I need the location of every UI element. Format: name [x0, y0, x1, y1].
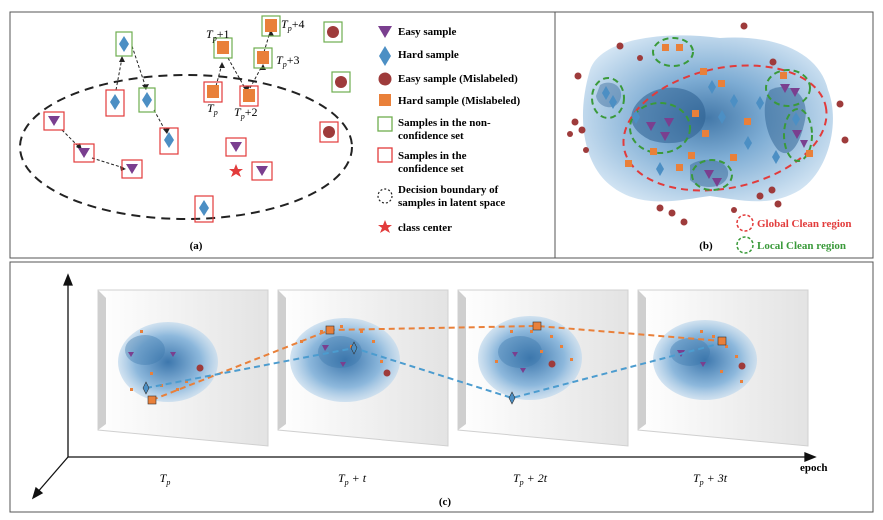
plane-3	[457, 289, 629, 447]
panel-c-axes	[31, 273, 817, 500]
purple-points	[646, 84, 808, 187]
green-dashed-circle-icon	[736, 236, 754, 254]
class-center-star	[229, 164, 243, 177]
legend-global-clean: Global Clean region	[757, 218, 852, 230]
red-dashed-circle-icon	[736, 214, 754, 232]
green-box-icon	[377, 116, 393, 132]
svg-text:Tp + 3t: Tp + 3t	[693, 471, 728, 487]
dashed-circle-icon	[377, 188, 393, 204]
legend-confidence: Samples in the	[398, 150, 467, 162]
svg-text:Tp+3: Tp+3	[276, 53, 299, 69]
blue-diamond-icon	[379, 46, 391, 66]
brown-points	[567, 22, 849, 226]
legend-hard-mislabeled: Hard sample (Mislabeled)	[398, 95, 521, 107]
legend-easy-mislabeled: Easy sample (Mislabeled)	[398, 73, 518, 85]
red-star-icon	[378, 220, 392, 233]
svg-text:Tp + 2t: Tp + 2t	[513, 471, 548, 487]
transition-arrows	[61, 31, 271, 169]
decision-boundary	[19, 74, 353, 220]
global-clean-region	[622, 64, 828, 192]
time-labels: Tp Tp + t Tp + 2t Tp + 3t	[160, 471, 728, 487]
panel-b-legend: Global Clean region Local Clean region	[736, 214, 852, 254]
panel-b: (b) Global Clean region Local Clean regi…	[567, 22, 852, 254]
legend-easy-sample: Easy sample	[398, 26, 456, 38]
non-confidence-samples	[115, 15, 351, 113]
orange-square-icon	[379, 94, 391, 106]
brown-circle-icon	[378, 72, 392, 86]
panel-c: epoch	[31, 273, 828, 508]
blue-points	[602, 80, 800, 176]
svg-text:Tp+4: Tp+4	[281, 17, 304, 33]
panel-a: Tp Tp+1 Tp+2 Tp+3 Tp+4 (a) Easy sample H…	[19, 15, 521, 252]
local-clean-regions	[591, 37, 813, 191]
red-box-icon	[377, 147, 393, 163]
legend-class-center: class center	[398, 222, 452, 234]
plane-1	[97, 289, 269, 447]
svg-text:Tp+2: Tp+2	[234, 105, 257, 121]
arrow-heads	[76, 30, 274, 171]
svg-text:confidence set: confidence set	[398, 130, 464, 142]
blue-track-path	[145, 342, 723, 400]
plane-4	[637, 289, 809, 447]
legend-decision-boundary: Decision boundary of	[398, 184, 499, 196]
purple-triangle-icon	[378, 26, 392, 38]
orange-track-path	[151, 324, 723, 401]
panel-c-label: (c)	[439, 496, 452, 508]
plane-brown-points	[196, 360, 746, 377]
svg-text:Tp+1: Tp+1	[206, 27, 229, 43]
panel-b-label: (b)	[699, 240, 713, 252]
legend-non-confidence: Samples in the non-	[398, 117, 491, 129]
legend-local-clean: Local Clean region	[757, 240, 846, 252]
tracked-samples	[142, 321, 727, 405]
panel-a-label: (a)	[190, 240, 203, 252]
svg-text:Tp + t: Tp + t	[338, 471, 367, 487]
svg-text:samples in latent space: samples in latent space	[398, 197, 505, 209]
panel-b-frame	[554, 11, 874, 259]
panel-a-frame	[9, 11, 556, 259]
legend-hard-sample: Hard sample	[398, 49, 459, 61]
panel-a-legend: Easy sample Hard sample Easy sample (Mis…	[377, 26, 521, 234]
panel-c-frame	[9, 261, 874, 513]
svg-text:Tp: Tp	[207, 101, 218, 117]
epoch-axis-label: epoch	[800, 462, 828, 474]
tp-labels: Tp Tp+1 Tp+2 Tp+3 Tp+4	[206, 17, 304, 121]
orange-points	[625, 44, 813, 171]
svg-text:confidence set: confidence set	[398, 163, 464, 175]
svg-text:Tp: Tp	[160, 471, 171, 487]
plane-2	[277, 289, 449, 447]
confidence-samples	[43, 81, 339, 223]
